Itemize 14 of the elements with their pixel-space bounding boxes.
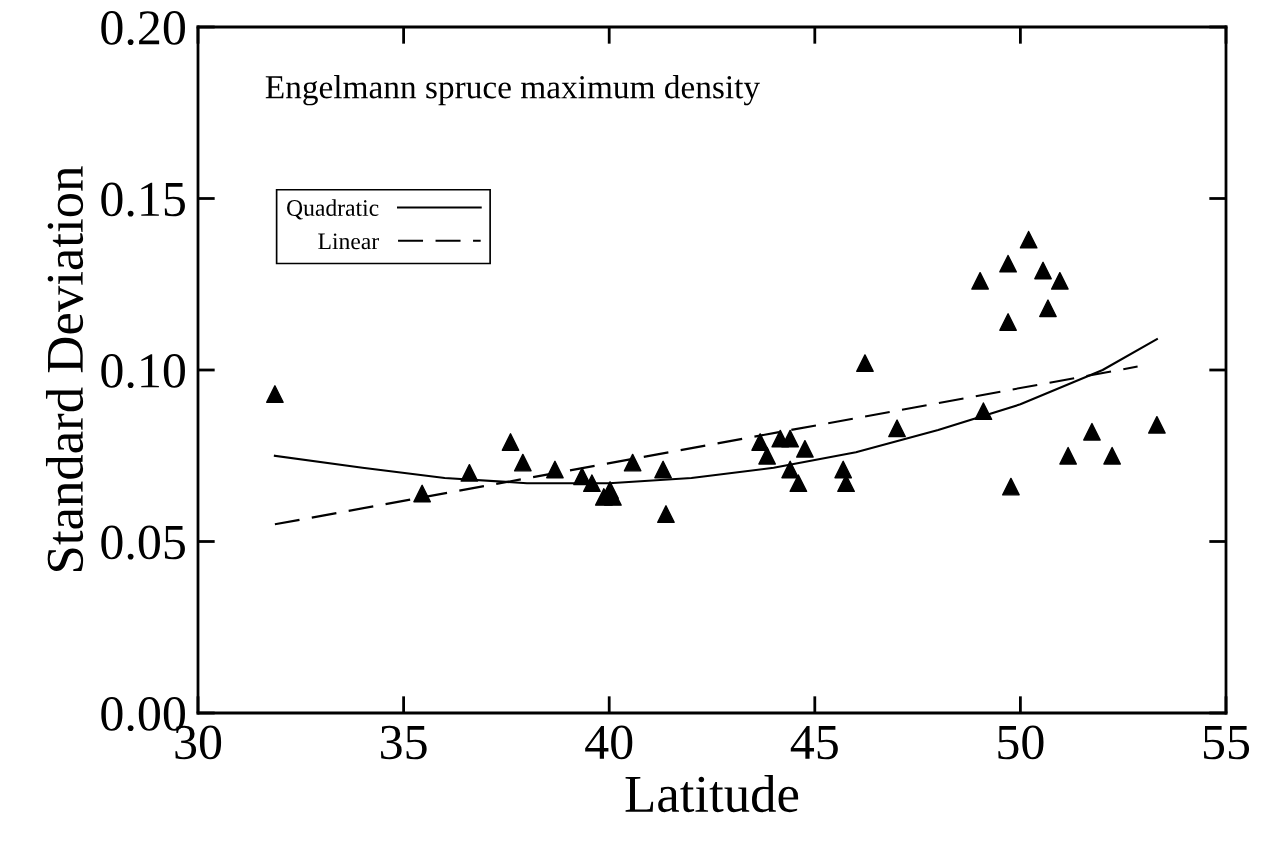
- x-tick-label: 55: [1203, 726, 1250, 760]
- y-tick-label: 0.15: [101, 182, 185, 217]
- legend-label: Linear: [318, 233, 379, 250]
- x-axis-title: Latitude: [625, 775, 799, 813]
- x-tick-label: 40: [585, 725, 633, 760]
- x-tick-label: 45: [790, 725, 838, 760]
- x-tick-label: 35: [380, 725, 427, 760]
- legend-label: Quadratic: [287, 199, 379, 220]
- y-tick-label: 0.20: [101, 11, 185, 46]
- y-axis-title: Standard Deviation: [45, 166, 84, 571]
- y-tick-label: 0.10: [101, 354, 185, 389]
- x-tick-label: 50: [998, 725, 1044, 760]
- annotation: Engelmann spruce maximum density: [265, 75, 760, 106]
- y-tick-label: 0.05: [101, 525, 185, 560]
